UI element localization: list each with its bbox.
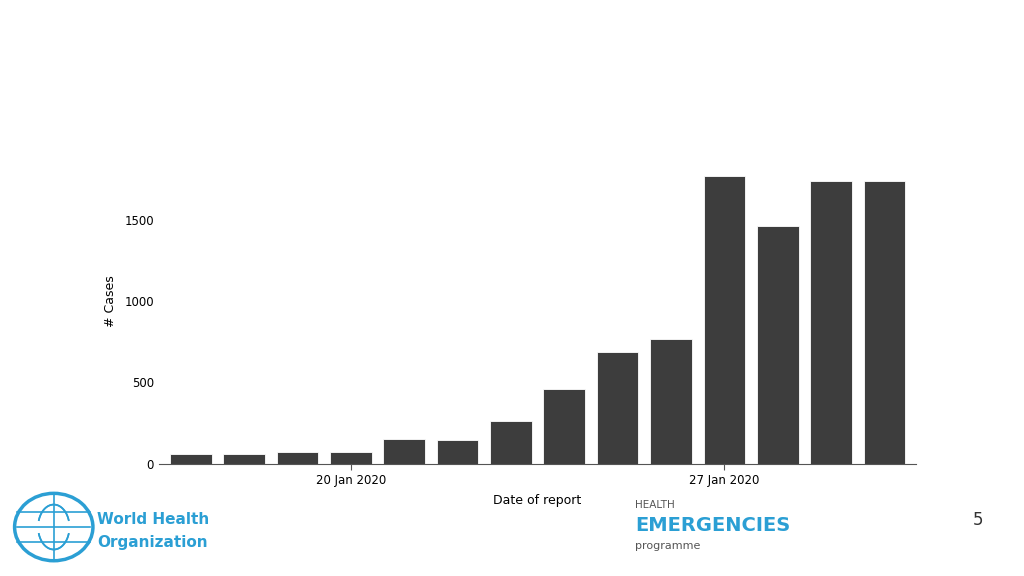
Bar: [544, 389, 585, 464]
Text: HEALTH: HEALTH: [635, 500, 675, 510]
Text: Epidemic curve of confirmed cases of 2019-nCoV in China
by date of reporting: da: Epidemic curve of confirmed cases of 201…: [15, 4, 871, 92]
Text: programme: programme: [635, 541, 700, 551]
Bar: [703, 176, 745, 464]
Text: World Health: World Health: [97, 512, 210, 527]
Bar: [276, 452, 318, 464]
Bar: [810, 181, 852, 464]
Bar: [863, 181, 905, 464]
Text: Organization: Organization: [97, 535, 208, 550]
Y-axis label: # Cases: # Cases: [104, 275, 118, 327]
Bar: [597, 352, 638, 464]
Bar: [650, 339, 692, 464]
X-axis label: Date of report: Date of report: [494, 494, 582, 507]
Text: EMERGENCIES: EMERGENCIES: [635, 516, 791, 535]
Bar: [437, 441, 478, 464]
Bar: [223, 454, 265, 464]
Bar: [330, 453, 372, 464]
Text: 5: 5: [973, 511, 983, 529]
Bar: [170, 453, 212, 464]
Bar: [490, 421, 531, 464]
Bar: [757, 226, 799, 464]
Bar: [383, 439, 425, 464]
